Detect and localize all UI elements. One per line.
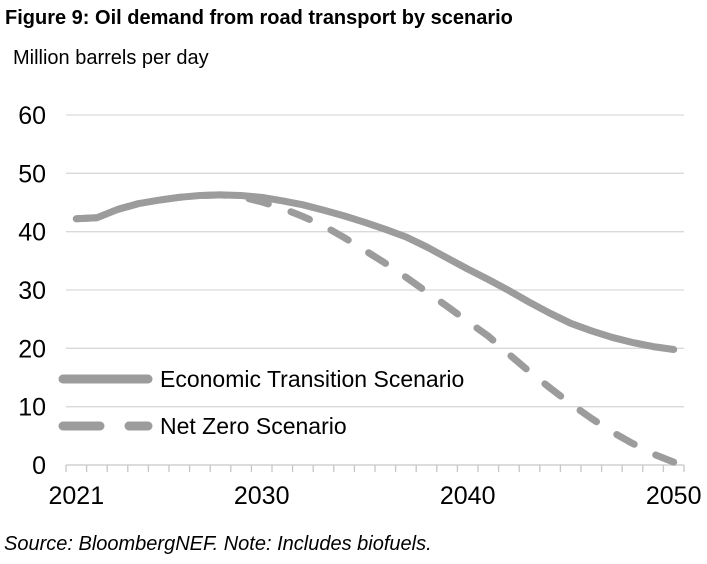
legend-label-net-zero-scenario: Net Zero Scenario [160,413,347,439]
y-tick-label-50: 50 [18,160,46,188]
x-tick-label-2030: 2030 [234,482,290,510]
x-tick-label-2050: 2050 [646,482,702,510]
legend-label-economic-transition-scenario: Economic Transition Scenario [160,366,464,392]
y-tick-label-0: 0 [32,452,46,480]
x-axis [65,464,685,472]
y-tick-label-10: 10 [18,394,46,422]
series-line-economic-transition-scenario [72,191,678,353]
y-tick-label-30: 30 [18,277,46,305]
y-axis-units-label: Million barrels per day [13,47,209,69]
source-note: Source: BloombergNEF. Note: Includes bio… [4,533,432,555]
legend: Economic Transition Scenario Net Zero Sc… [58,366,464,439]
y-tick-label-40: 40 [18,219,46,247]
series-lines [72,191,678,466]
x-tick-label-2021: 2021 [48,482,104,510]
x-tick-label-2040: 2040 [440,482,496,510]
series-line-net-zero-scenario [72,191,678,466]
gridlines [66,114,684,408]
figure-title: Figure 9: Oil demand from road transport… [5,7,513,29]
y-tick-label-20: 20 [18,335,46,363]
y-tick-label-60: 60 [18,102,46,130]
